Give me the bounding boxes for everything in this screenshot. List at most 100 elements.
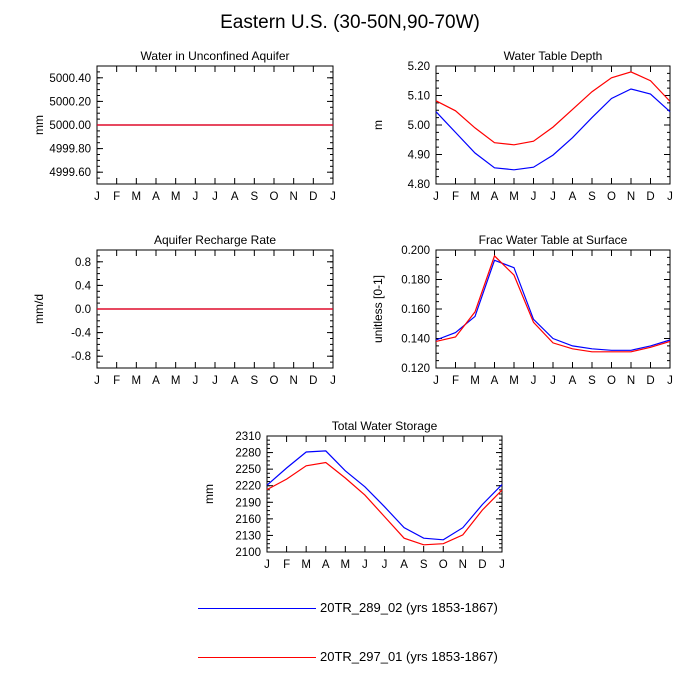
y-tick-label: -0.8: [71, 351, 91, 363]
x-tick-label: A: [152, 191, 160, 203]
x-tick-label: O: [270, 375, 279, 387]
x-tick-label: N: [290, 191, 298, 203]
series-line-1: [266, 450, 503, 541]
x-tick-label: J: [433, 375, 439, 387]
y-tick-label: 2310: [235, 431, 261, 443]
legend-line-run2: [198, 657, 316, 658]
x-tick-label: M: [470, 375, 480, 387]
y-tick-label: 4.80: [408, 179, 430, 191]
y-tick-label: 4999.60: [49, 167, 91, 179]
y-axis-label: m: [371, 120, 385, 130]
y-tick-label: 0.4: [75, 280, 92, 292]
y-tick-label: 2100: [235, 547, 261, 559]
series-line-2: [435, 254, 671, 353]
x-tick-label: F: [113, 375, 120, 387]
x-tick-label: M: [509, 375, 519, 387]
x-tick-label: J: [531, 191, 537, 203]
y-tick-label: 5000.20: [49, 96, 91, 108]
x-tick-label: N: [627, 375, 635, 387]
series-line-2: [435, 71, 671, 146]
figure-title: Eastern U.S. (30-50N,90-70W): [220, 12, 480, 33]
x-tick-label: S: [420, 559, 428, 571]
x-tick-label: J: [531, 375, 537, 387]
y-axis-label: unitless [0-1]: [371, 275, 385, 343]
x-tick-label: D: [646, 375, 654, 387]
x-tick-label: J: [667, 375, 673, 387]
x-tick-label: J: [433, 191, 439, 203]
x-tick-label: F: [283, 559, 290, 571]
x-tick-label: A: [569, 191, 577, 203]
y-tick-label: -0.4: [71, 328, 91, 340]
x-tick-label: M: [341, 559, 351, 571]
x-tick-label: M: [171, 375, 181, 387]
x-tick-label: J: [550, 375, 556, 387]
x-tick-label: M: [171, 191, 181, 203]
y-tick-label: 0.140: [401, 334, 430, 346]
x-tick-label: A: [231, 191, 239, 203]
y-tick-label: 5000.40: [49, 73, 91, 85]
y-tick-label: 2250: [235, 464, 261, 476]
y-tick-label: 5.00: [408, 120, 430, 132]
y-tick-label: 5000.00: [49, 120, 91, 132]
x-tick-label: J: [550, 191, 556, 203]
x-tick-label: J: [212, 191, 218, 203]
x-tick-label: A: [231, 375, 239, 387]
x-tick-label: D: [478, 559, 486, 571]
x-tick-label: D: [646, 191, 654, 203]
y-tick-label: 2130: [235, 530, 261, 542]
x-tick-label: M: [509, 191, 519, 203]
x-tick-label: J: [94, 191, 100, 203]
y-tick-label: 4999.80: [49, 144, 91, 156]
y-tick-label: 0.8: [75, 257, 91, 269]
x-tick-label: J: [212, 375, 218, 387]
x-tick-label: J: [94, 375, 100, 387]
series-line-1: [435, 88, 671, 171]
legend-label-run2: 20TR_297_01 (yrs 1853-1867): [320, 649, 498, 664]
x-tick-label: F: [452, 191, 459, 203]
x-tick-label: N: [290, 375, 298, 387]
y-tick-label: 0.120: [401, 363, 430, 375]
y-axis-label: mm/d: [32, 294, 46, 324]
x-tick-label: A: [400, 559, 408, 571]
panel-title: Total Water Storage: [332, 419, 438, 433]
x-tick-label: N: [459, 559, 467, 571]
x-tick-label: M: [132, 191, 142, 203]
x-tick-label: O: [607, 375, 616, 387]
x-tick-label: O: [607, 191, 616, 203]
y-tick-label: 0.180: [401, 275, 430, 287]
y-tick-label: 5.20: [408, 61, 430, 73]
panel-title: Water Table Depth: [504, 49, 603, 63]
series-line-2: [266, 461, 503, 546]
x-tick-label: A: [569, 375, 577, 387]
panel-title: Aquifer Recharge Rate: [154, 233, 276, 247]
x-tick-label: J: [330, 375, 336, 387]
y-tick-label: 0.160: [401, 304, 430, 316]
x-tick-label: A: [152, 375, 160, 387]
x-tick-label: N: [627, 191, 635, 203]
y-tick-label: 2190: [235, 497, 261, 509]
y-tick-label: 2160: [235, 514, 261, 526]
x-tick-label: A: [491, 375, 499, 387]
x-tick-label: J: [192, 191, 198, 203]
legend-line-run1: [198, 608, 316, 609]
x-tick-label: F: [113, 191, 120, 203]
y-tick-label: 4.90: [408, 150, 430, 162]
x-tick-label: F: [452, 375, 459, 387]
x-tick-label: J: [362, 559, 368, 571]
x-tick-label: J: [192, 375, 198, 387]
x-tick-label: J: [499, 559, 505, 571]
x-tick-label: J: [382, 559, 388, 571]
x-tick-label: O: [270, 191, 279, 203]
x-tick-label: A: [322, 559, 330, 571]
y-tick-label: 2220: [235, 481, 261, 493]
y-tick-label: 0.0: [75, 304, 91, 316]
y-axis-label: mm: [202, 484, 216, 504]
x-tick-label: A: [491, 191, 499, 203]
x-tick-label: S: [250, 375, 258, 387]
y-tick-label: 0.200: [401, 245, 430, 257]
